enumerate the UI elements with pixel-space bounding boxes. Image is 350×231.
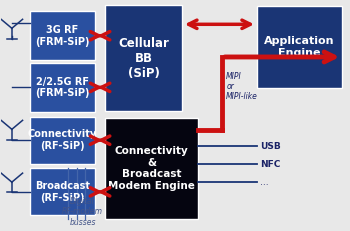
- FancyBboxPatch shape: [30, 168, 95, 215]
- Text: USB: USB: [260, 142, 280, 151]
- Text: NFC: NFC: [260, 160, 280, 169]
- Text: Connectivity
&
Broadcast
Modem Engine: Connectivity & Broadcast Modem Engine: [108, 146, 195, 191]
- FancyBboxPatch shape: [30, 63, 95, 112]
- Text: Broadcast
(RF-SiP): Broadcast (RF-SiP): [35, 181, 90, 203]
- FancyBboxPatch shape: [257, 6, 342, 88]
- Text: ...: ...: [260, 178, 268, 187]
- Text: 2/2.5G RF
(FRM-SiP): 2/2.5G RF (FRM-SiP): [35, 76, 90, 98]
- Text: Connectivity
(RF-SiP): Connectivity (RF-SiP): [28, 129, 97, 151]
- FancyBboxPatch shape: [30, 11, 95, 60]
- Text: MIPI
or
MIPI-like: MIPI or MIPI-like: [226, 72, 258, 101]
- FancyBboxPatch shape: [30, 117, 95, 164]
- FancyBboxPatch shape: [105, 5, 182, 111]
- Text: Cellular
BB
(SiP): Cellular BB (SiP): [118, 36, 169, 80]
- Text: Application
Engine: Application Engine: [264, 36, 335, 58]
- FancyBboxPatch shape: [105, 118, 198, 219]
- Text: Digital
RF-modem
busses: Digital RF-modem busses: [62, 197, 103, 227]
- Text: 3G RF
(FRM-SiP): 3G RF (FRM-SiP): [35, 25, 90, 46]
